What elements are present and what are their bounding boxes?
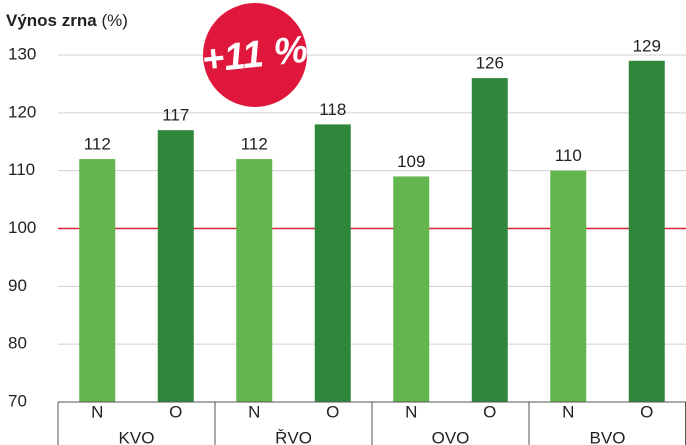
x-tick-label: O xyxy=(326,402,339,421)
bar xyxy=(236,159,273,402)
bar xyxy=(393,176,430,402)
y-unit: (%) xyxy=(101,11,127,30)
value-label: 112 xyxy=(241,135,268,154)
group-label: BVO xyxy=(590,428,626,445)
group-label: ŘVO xyxy=(275,428,312,445)
x-tick-label: N xyxy=(91,402,103,421)
value-label: 117 xyxy=(162,106,189,125)
y-axis-title: Výnos zrna (%) xyxy=(6,11,128,30)
annotation-badge xyxy=(203,3,307,107)
group-label: KVO xyxy=(119,428,155,445)
bar xyxy=(471,78,508,402)
x-tick-label: N xyxy=(248,402,260,421)
bar xyxy=(314,124,351,403)
y-tick-label: 100 xyxy=(8,218,36,237)
x-tick-label: N xyxy=(562,402,574,421)
value-label: 126 xyxy=(476,54,504,73)
y-tick-label: 70 xyxy=(8,391,27,410)
bar xyxy=(550,170,587,402)
y-tick-label: 110 xyxy=(8,160,35,179)
x-tick-label: O xyxy=(640,402,653,421)
y-tick-label: 120 xyxy=(8,102,36,121)
y-tick-label: 130 xyxy=(8,44,36,63)
bar xyxy=(157,130,194,402)
bar xyxy=(79,159,116,402)
y-tick-label: 90 xyxy=(8,276,27,295)
value-label: 109 xyxy=(397,152,425,171)
x-tick-label: N xyxy=(405,402,417,421)
value-label: 129 xyxy=(633,36,661,55)
value-label: 110 xyxy=(555,146,582,165)
x-tick-label: O xyxy=(483,402,496,421)
y-label: Výnos zrna xyxy=(6,11,97,30)
x-tick-label: O xyxy=(169,402,182,421)
bar xyxy=(628,60,665,403)
value-label: 112 xyxy=(84,135,111,154)
group-label: OVO xyxy=(432,428,470,445)
value-label: 118 xyxy=(319,100,346,119)
y-tick-label: 80 xyxy=(8,334,27,353)
